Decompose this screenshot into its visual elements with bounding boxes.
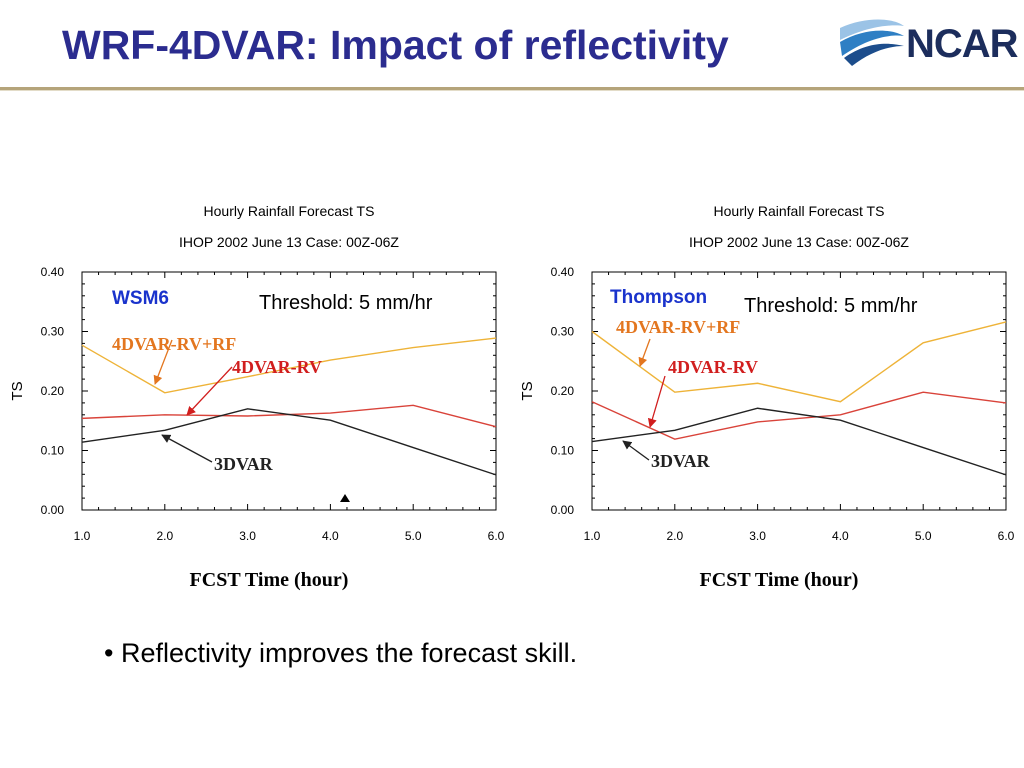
x-axis-label: FCST Time (hour): [190, 569, 349, 591]
series-arrow-rf: [638, 338, 651, 367]
series-label-rf: 4DVAR-RV+RF: [112, 334, 236, 354]
x-tick-label: 3.0: [239, 529, 256, 543]
x-tick-label: 2.0: [156, 529, 173, 543]
ncar-logo-icon: [840, 19, 904, 66]
threshold-label: Threshold: 5 mm/hr: [744, 295, 918, 317]
scheme-label: Thompson: [610, 287, 707, 308]
triangle-marker-icon: [340, 494, 350, 502]
series-label-3dvar: 3DVAR: [651, 451, 711, 471]
ncar-logo-text: NCAR: [906, 22, 1019, 66]
y-tick-label: 0.40: [551, 265, 575, 279]
chart-subtitle: IHOP 2002 June 13 Case: 00Z-06Z: [689, 234, 909, 250]
y-tick-label: 0.00: [551, 503, 575, 517]
slide-title: WRF-4DVAR: Impact of reflectivity: [62, 22, 729, 68]
x-tick-label: 5.0: [915, 529, 932, 543]
chart-title: Hourly Rainfall Forecast TS: [204, 203, 375, 219]
chart-subtitle: IHOP 2002 June 13 Case: 00Z-06Z: [179, 234, 399, 250]
y-axis-label: TS: [519, 381, 536, 400]
series-arrow-3dvar: [161, 434, 213, 463]
y-tick-label: 0.20: [551, 384, 575, 398]
x-tick-label: 2.0: [666, 529, 683, 543]
series-arrow-rv: [647, 375, 666, 428]
y-tick-label: 0.00: [41, 503, 65, 517]
threshold-label: Threshold: 5 mm/hr: [259, 292, 433, 314]
series-arrow-3dvar: [622, 440, 650, 461]
series-label-3dvar: 3DVAR: [214, 454, 274, 474]
y-tick-label: 0.40: [41, 265, 65, 279]
x-tick-label: 1.0: [74, 529, 91, 543]
x-tick-label: 6.0: [488, 529, 505, 543]
y-tick-label: 0.30: [551, 325, 575, 339]
series-label-rf: 4DVAR-RV+RF: [616, 317, 740, 337]
series-line-rf: [591, 321, 1007, 403]
series-line-3dvar: [591, 407, 1007, 476]
series-label-rv: 4DVAR-RV: [668, 357, 758, 377]
series-line-rv: [81, 404, 497, 428]
y-tick-label: 0.10: [551, 444, 575, 458]
x-tick-label: 4.0: [322, 529, 339, 543]
series-label-rv: 4DVAR-RV: [232, 357, 322, 377]
series-arrow-rv: [186, 366, 233, 416]
x-tick-label: 5.0: [405, 529, 422, 543]
chart-title: Hourly Rainfall Forecast TS: [714, 203, 885, 219]
y-tick-label: 0.20: [41, 384, 65, 398]
x-axis-label: FCST Time (hour): [700, 569, 859, 591]
chart-thompson: Hourly Rainfall Forecast TS IHOP 2002 Jun…: [519, 203, 1015, 591]
title-divider-shadow: [0, 90, 1024, 91]
series-arrow-rf: [153, 339, 173, 385]
series-line-rf: [81, 337, 497, 394]
series-line-3dvar: [81, 408, 497, 476]
chart-wsm6: Hourly Rainfall Forecast TS IHOP 2002 Jun…: [9, 203, 505, 591]
y-tick-label: 0.10: [41, 444, 65, 458]
title-divider: [0, 87, 1024, 90]
series-line-rv: [591, 391, 1007, 440]
y-tick-label: 0.30: [41, 325, 65, 339]
x-tick-label: 6.0: [998, 529, 1015, 543]
bullet-text: • Reflectivity improves the forecast ski…: [104, 638, 578, 668]
scheme-label: WSM6: [112, 288, 169, 309]
x-tick-label: 3.0: [749, 529, 766, 543]
y-axis-label: TS: [9, 381, 26, 400]
x-tick-label: 1.0: [584, 529, 601, 543]
x-tick-label: 4.0: [832, 529, 849, 543]
